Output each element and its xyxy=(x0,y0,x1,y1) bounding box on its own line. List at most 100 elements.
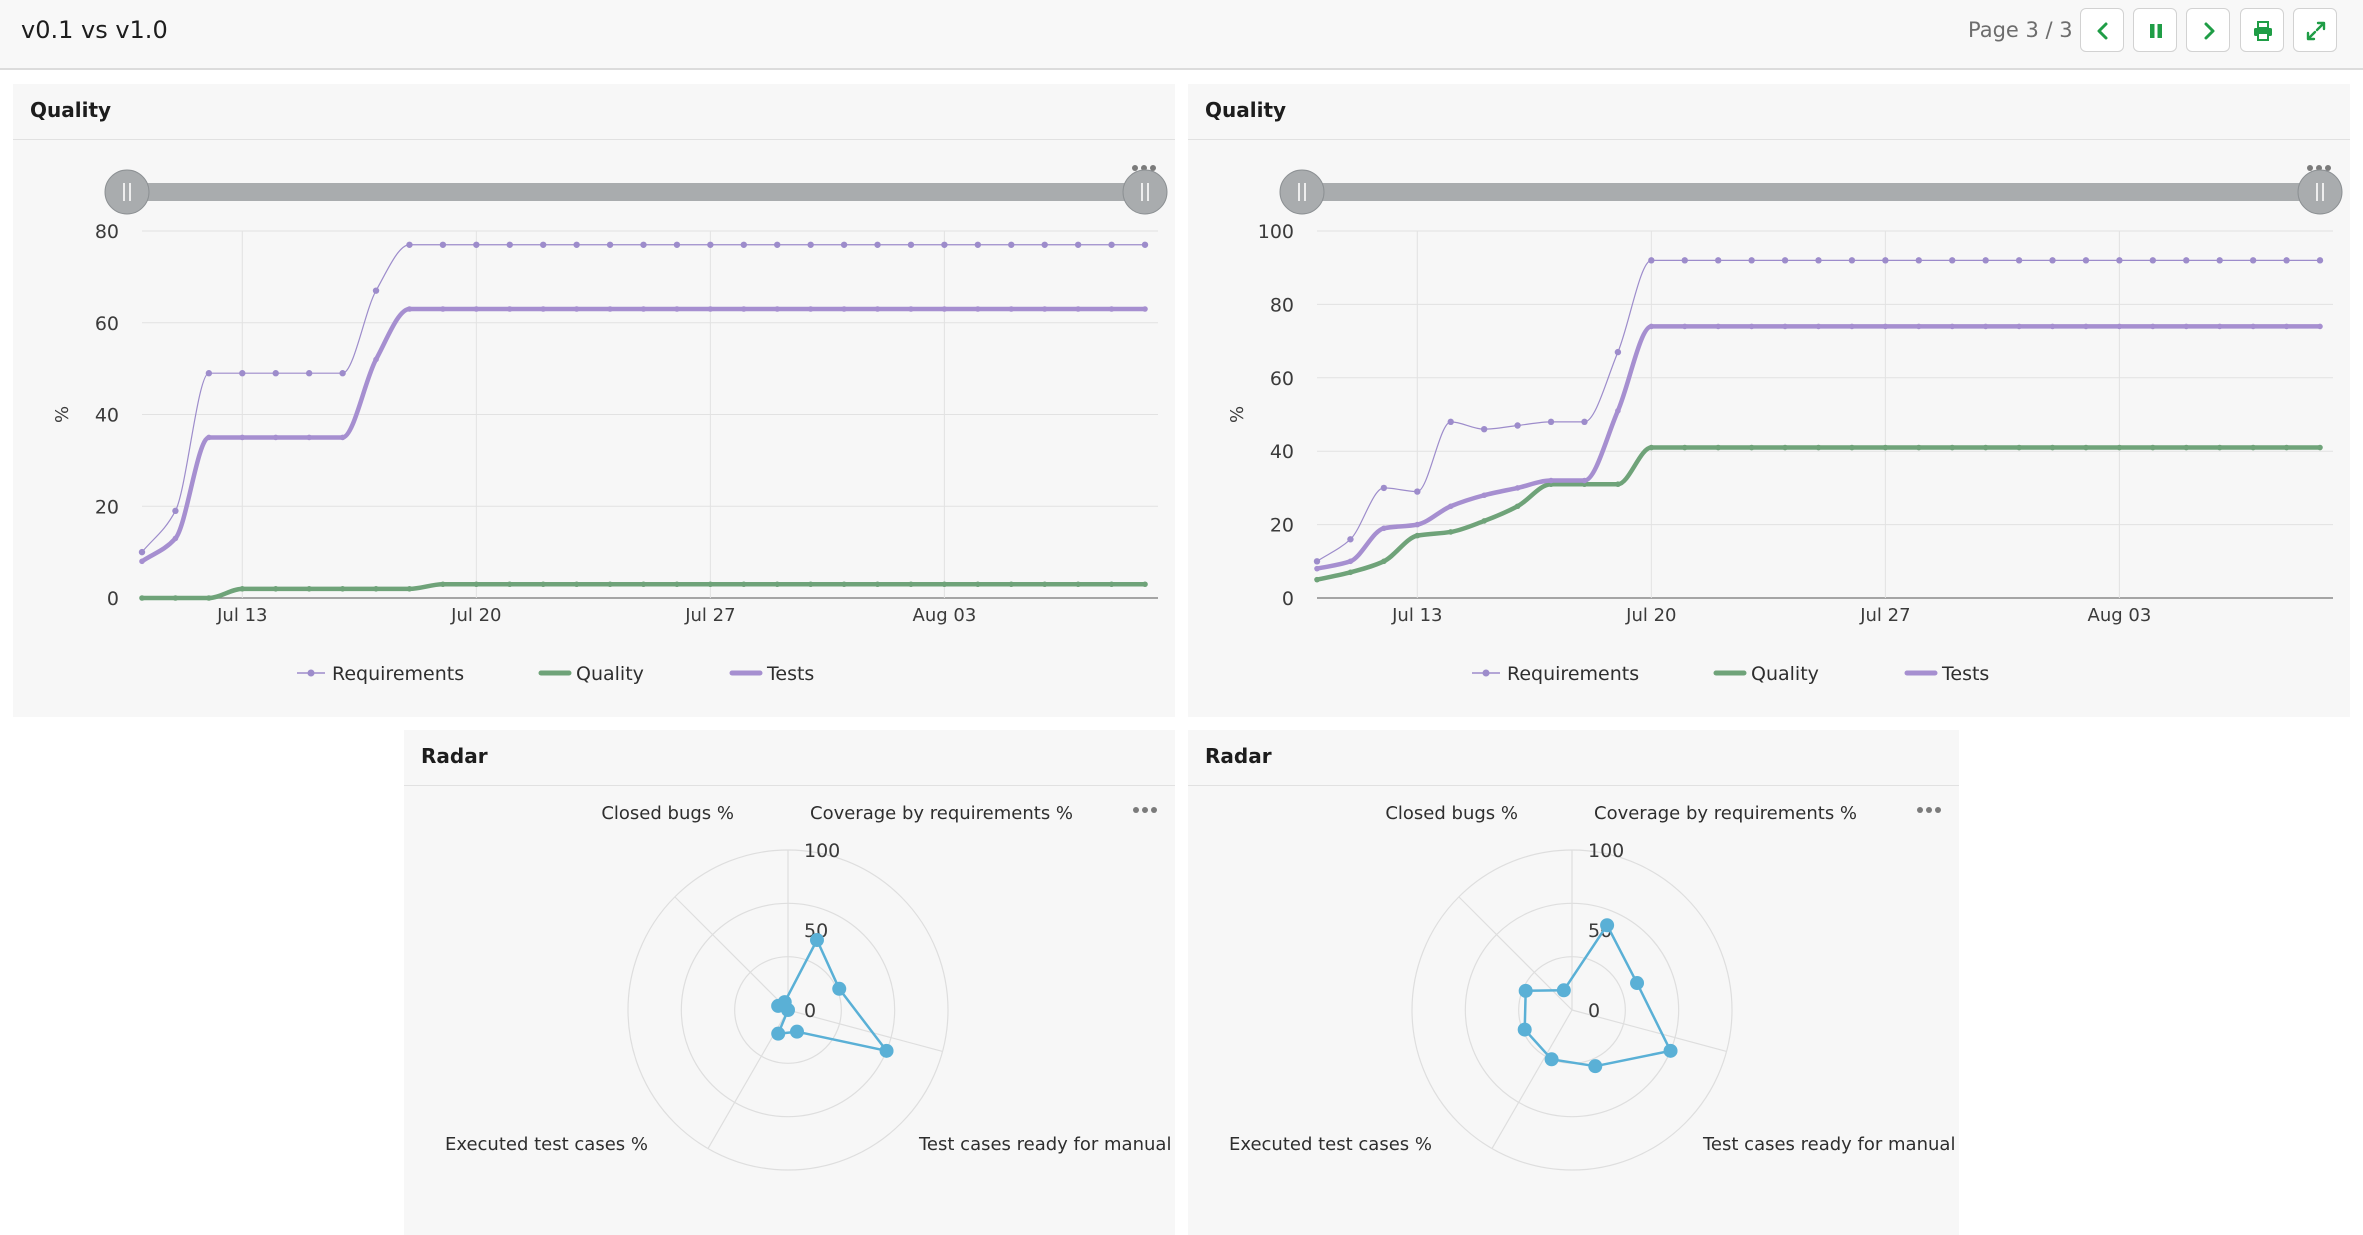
tests-data-point xyxy=(1982,323,1989,330)
requirements-data-point xyxy=(606,241,614,248)
tests-data-point xyxy=(406,306,413,312)
tests-data-point xyxy=(2183,323,2190,330)
radar-data-point xyxy=(1544,1052,1559,1067)
requirements-data-point xyxy=(774,241,781,248)
tests-data-point xyxy=(1381,525,1387,532)
radar-spoke xyxy=(787,1009,943,1052)
requirements-data-point xyxy=(740,241,747,248)
radar-data-point xyxy=(789,1024,804,1039)
quality-data-point xyxy=(807,581,814,588)
radar-data-point xyxy=(1663,1043,1678,1058)
legend-requirements-label[interactable]: Requirements xyxy=(332,663,464,685)
more-options-icon[interactable] xyxy=(1132,803,1162,817)
legend-requirements-label[interactable]: Requirements xyxy=(1507,663,1639,685)
radar-data-point xyxy=(809,933,824,948)
requirements-data-point xyxy=(1447,418,1454,426)
tests-data-point xyxy=(2049,323,2056,330)
tests-data-point xyxy=(1615,408,1621,414)
tests-data-point xyxy=(975,306,981,312)
quality-data-point xyxy=(1514,503,1521,510)
radar-data-point xyxy=(1588,1059,1603,1074)
requirements-data-point xyxy=(2183,257,2190,264)
requirements-data-point xyxy=(640,241,647,248)
y-tick-label: 60 xyxy=(95,313,119,335)
next-page-button[interactable] xyxy=(2186,8,2230,52)
x-tick-label: Jul 27 xyxy=(1859,605,1910,626)
quality-data-point xyxy=(1008,581,1015,588)
fullscreen-button[interactable] xyxy=(2293,8,2337,52)
quality-data-point xyxy=(1815,444,1822,451)
quality-data-point xyxy=(841,581,847,588)
tests-data-point xyxy=(1414,521,1421,528)
more-options-icon[interactable] xyxy=(1916,803,1946,817)
legend-tests-label[interactable]: Tests xyxy=(1941,663,1989,685)
tests-data-point xyxy=(1849,323,1855,330)
radar-axis-label: Executed test cases % xyxy=(445,1134,648,1155)
y-tick-label: 0 xyxy=(107,588,119,610)
tests-data-point xyxy=(2216,323,2223,330)
y-tick-label: 40 xyxy=(95,405,119,427)
requirements-data-point xyxy=(1848,257,1856,264)
panel-divider xyxy=(1188,785,1959,786)
quality-line-chart-v10: 0 20 40 60 80 100 Jul 13 Jul 20 Jul 27 Aug 03% Req… xyxy=(1227,169,2343,685)
requirements-data-point xyxy=(339,370,346,377)
radar-axis-label: Coverage by requirements % xyxy=(810,803,1073,824)
quality-data-point xyxy=(172,595,179,601)
panel-divider xyxy=(13,139,1175,140)
pause-icon xyxy=(2150,24,2162,38)
quality-data-point xyxy=(2150,444,2156,451)
requirements-data-point xyxy=(573,241,580,248)
requirements-data-point xyxy=(1982,257,1989,264)
more-options-icon[interactable] xyxy=(2306,161,2336,175)
more-options-icon[interactable] xyxy=(1131,161,1161,175)
tests-data-point xyxy=(1782,323,1788,330)
zoom-slider-left-handle[interactable] xyxy=(104,169,150,215)
pause-button[interactable] xyxy=(2133,8,2177,52)
quality-data-point xyxy=(2250,444,2256,451)
requirements-data-point xyxy=(1380,484,1388,492)
panel-title: Quality xyxy=(30,98,112,122)
quality-data-point xyxy=(874,581,881,588)
radar-axis-label: Test cases ready for manual ru xyxy=(918,1134,1175,1155)
legend-quality-label[interactable]: Quality xyxy=(576,663,644,685)
radar-data-point xyxy=(1517,1022,1532,1037)
tests-data-point xyxy=(807,306,814,312)
quality-data-point xyxy=(1916,444,1922,451)
radar-spoke xyxy=(674,896,789,1011)
tests-data-point xyxy=(1447,503,1454,510)
requirements-data-point xyxy=(1882,257,1889,264)
zoom-slider-left-handle[interactable] xyxy=(1279,169,1325,215)
zoom-slider-track[interactable] xyxy=(1288,183,2333,201)
radar-axis-label: Closed bugs % xyxy=(1385,803,1518,824)
quality-data-point xyxy=(1075,581,1081,588)
panel-title: Quality xyxy=(1205,98,1287,122)
requirements-data-point xyxy=(807,241,814,248)
zoom-slider-right-handle[interactable] xyxy=(2297,169,2343,215)
tests-data-point xyxy=(741,306,747,312)
tests-data-point xyxy=(2317,323,2323,330)
quality-data-point xyxy=(339,586,346,592)
tests-data-point xyxy=(1514,485,1521,491)
x-tick-label: Jul 27 xyxy=(684,605,735,626)
panel-divider xyxy=(1188,139,2350,140)
x-tick-label: Aug 03 xyxy=(2088,605,2152,626)
previous-page-button[interactable] xyxy=(2080,8,2124,52)
panel-title: Radar xyxy=(421,744,488,768)
tests-data-point xyxy=(2283,323,2290,330)
tests-data-point xyxy=(1548,477,1554,484)
quality-data-point xyxy=(573,581,580,588)
zoom-slider-track[interactable] xyxy=(113,183,1158,201)
requirements-data-point xyxy=(874,241,881,248)
legend-tests-label[interactable]: Tests xyxy=(766,663,814,685)
quality-data-point xyxy=(2283,444,2290,451)
y-tick-label: 80 xyxy=(95,221,119,243)
tests-data-point xyxy=(707,306,714,312)
print-button[interactable] xyxy=(2240,8,2284,52)
zoom-slider-right-handle[interactable] xyxy=(1122,169,1168,215)
legend-quality-label[interactable]: Quality xyxy=(1751,663,1819,685)
radar-data-point xyxy=(771,1026,786,1041)
quality-data-point xyxy=(1481,518,1487,524)
tests-data-point xyxy=(1581,477,1588,484)
tests-data-point xyxy=(640,306,647,312)
